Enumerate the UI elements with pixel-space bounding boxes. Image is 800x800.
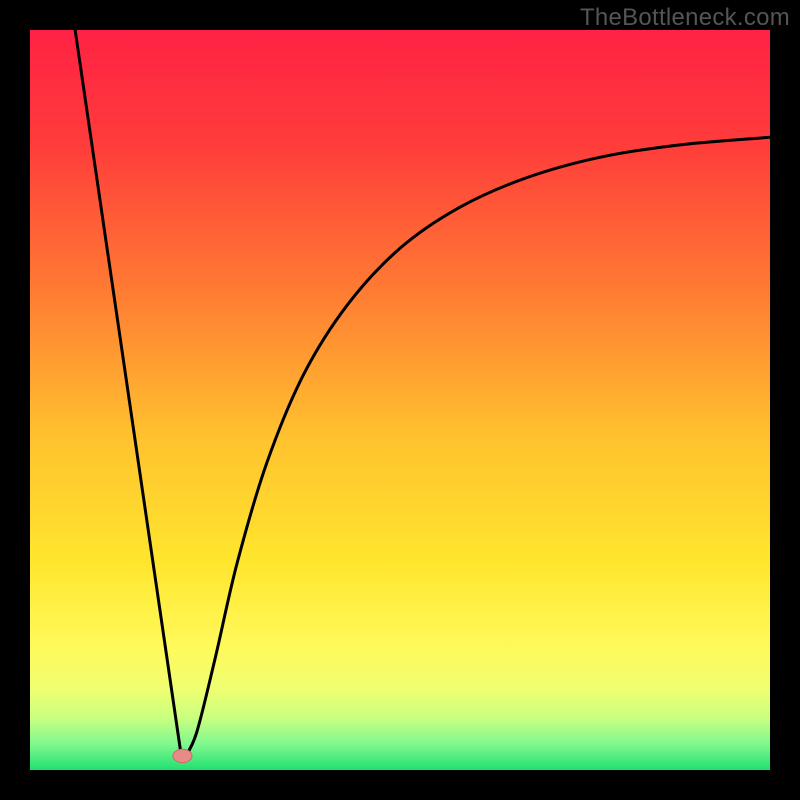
watermark-text: TheBottleneck.com [580,4,790,32]
bottleneck-curve-chart: TheBottleneck.com [0,0,800,800]
chart-background-gradient [30,30,770,770]
chart-svg [0,0,800,800]
optimal-point-marker [173,749,192,762]
